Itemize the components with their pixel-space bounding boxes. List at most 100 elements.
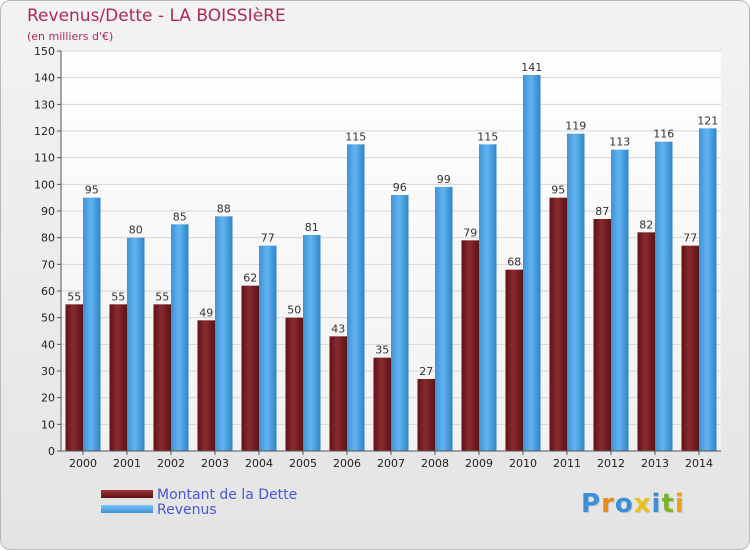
bar-dette — [461, 240, 479, 451]
legend-item-dette: Montant de la Dette — [101, 487, 401, 503]
data-label: 55 — [67, 290, 81, 303]
x-tick-label: 2002 — [157, 457, 185, 470]
x-tick-label: 2010 — [509, 457, 537, 470]
bar-revenus — [259, 245, 277, 451]
x-tick-label: 2014 — [685, 457, 713, 470]
data-label: 119 — [565, 120, 586, 133]
data-label: 99 — [437, 173, 451, 186]
x-tick-label: 2000 — [69, 457, 97, 470]
bar-dette — [285, 317, 303, 451]
logo-letter: i — [651, 489, 662, 519]
x-tick-label: 2011 — [553, 457, 581, 470]
data-label: 62 — [243, 272, 257, 285]
bars — [65, 75, 717, 452]
data-label: 50 — [287, 304, 301, 317]
bar-dette — [505, 269, 523, 451]
data-label: 79 — [463, 226, 477, 239]
bar-revenus — [655, 141, 673, 451]
chart-title: Revenus/Dette - LA BOISSIèRE — [27, 6, 286, 26]
legend-swatch-dette — [101, 490, 153, 498]
bar-revenus — [567, 133, 585, 451]
data-label: 87 — [595, 205, 609, 218]
bar-revenus — [171, 224, 189, 451]
data-label: 55 — [111, 290, 125, 303]
x-tick-label: 2003 — [201, 457, 229, 470]
y-tick-label: 150 — [34, 45, 55, 58]
logo-letter: x — [633, 489, 652, 519]
x-axis: 2000 2001 2002 2003 2004 2005 2006 2007 2008 2009… — [61, 450, 721, 470]
data-label: 55 — [155, 290, 169, 303]
data-label: 113 — [609, 136, 630, 149]
legend-label-dette: Montant de la Dette — [157, 487, 298, 503]
bar-revenus — [435, 187, 453, 451]
proxiti-logo: Proxiti — [581, 489, 685, 519]
data-label: 88 — [217, 202, 231, 215]
x-tick-label: 2008 — [421, 457, 449, 470]
x-tick-label: 2004 — [245, 457, 273, 470]
data-label: 121 — [697, 114, 718, 127]
y-tick-label: 30 — [41, 365, 55, 378]
y-tick-label: 120 — [34, 125, 55, 138]
data-label: 115 — [345, 130, 366, 143]
data-label: 81 — [305, 221, 319, 234]
bar-revenus — [611, 149, 629, 451]
y-tick-label: 40 — [41, 338, 55, 351]
bar-dette — [241, 285, 259, 451]
y-tick-label: 80 — [41, 232, 55, 245]
bar-dette — [65, 304, 83, 451]
data-label: 116 — [653, 128, 674, 141]
y-tick-label: 100 — [34, 178, 55, 191]
data-label: 115 — [477, 130, 498, 143]
data-label: 80 — [129, 224, 143, 237]
bar-revenus — [215, 216, 233, 451]
bar-revenus — [127, 237, 145, 451]
bar-revenus — [479, 144, 497, 452]
data-label: 82 — [639, 218, 653, 231]
bar-revenus — [83, 197, 101, 451]
legend-label-revenus: Revenus — [157, 502, 217, 518]
y-tick-label: 10 — [41, 418, 55, 431]
bar-dette — [417, 379, 435, 451]
chart-subtitle: (en milliers d'€) — [27, 30, 114, 43]
bar-dette — [637, 232, 655, 451]
y-tick-label: 20 — [41, 392, 55, 405]
x-tick-label: 2007 — [377, 457, 405, 470]
y-tick-label: 110 — [34, 152, 55, 165]
bar-dette — [329, 336, 347, 451]
bar-revenus — [523, 75, 541, 451]
data-label: 141 — [521, 61, 542, 74]
data-label: 95 — [551, 184, 565, 197]
data-label: 77 — [683, 232, 697, 245]
data-label: 85 — [173, 210, 187, 223]
y-tick-label: 140 — [34, 72, 55, 85]
data-label: 43 — [331, 322, 345, 335]
x-tick-label: 2006 — [333, 457, 361, 470]
y-tick-label: 90 — [41, 205, 55, 218]
data-label: 96 — [393, 181, 407, 194]
bar-revenus — [347, 144, 365, 452]
legend-item-revenus: Revenus — [101, 502, 401, 518]
y-tick-label: 70 — [41, 258, 55, 271]
bar-revenus — [391, 195, 409, 451]
y-tick-label: 60 — [41, 285, 55, 298]
value-labels: 55 95 55 80 55 85 49 88 62 77 50 81 43 115 35 96 27 99 79 1… — [67, 61, 718, 378]
logo-letter: r — [601, 489, 615, 519]
data-label: 35 — [375, 344, 389, 357]
y-tick-label: 50 — [41, 312, 55, 325]
data-label: 49 — [199, 306, 213, 319]
data-label: 68 — [507, 256, 521, 269]
x-tick-label: 2009 — [465, 457, 493, 470]
legend-swatch-revenus — [101, 505, 153, 513]
y-tick-label: 0 — [48, 445, 55, 458]
bar-dette — [153, 304, 171, 451]
y-axis: 0 10 20 30 40 50 60 70 80 90 100 110 120 130 140 150 — [34, 45, 62, 458]
logo-letter: i — [674, 489, 685, 519]
bar-revenus — [303, 235, 321, 451]
bar-revenus — [699, 128, 717, 451]
bar-dette — [197, 320, 215, 451]
data-label: 27 — [419, 365, 433, 378]
bar-dette — [109, 304, 127, 451]
data-label: 95 — [85, 184, 99, 197]
